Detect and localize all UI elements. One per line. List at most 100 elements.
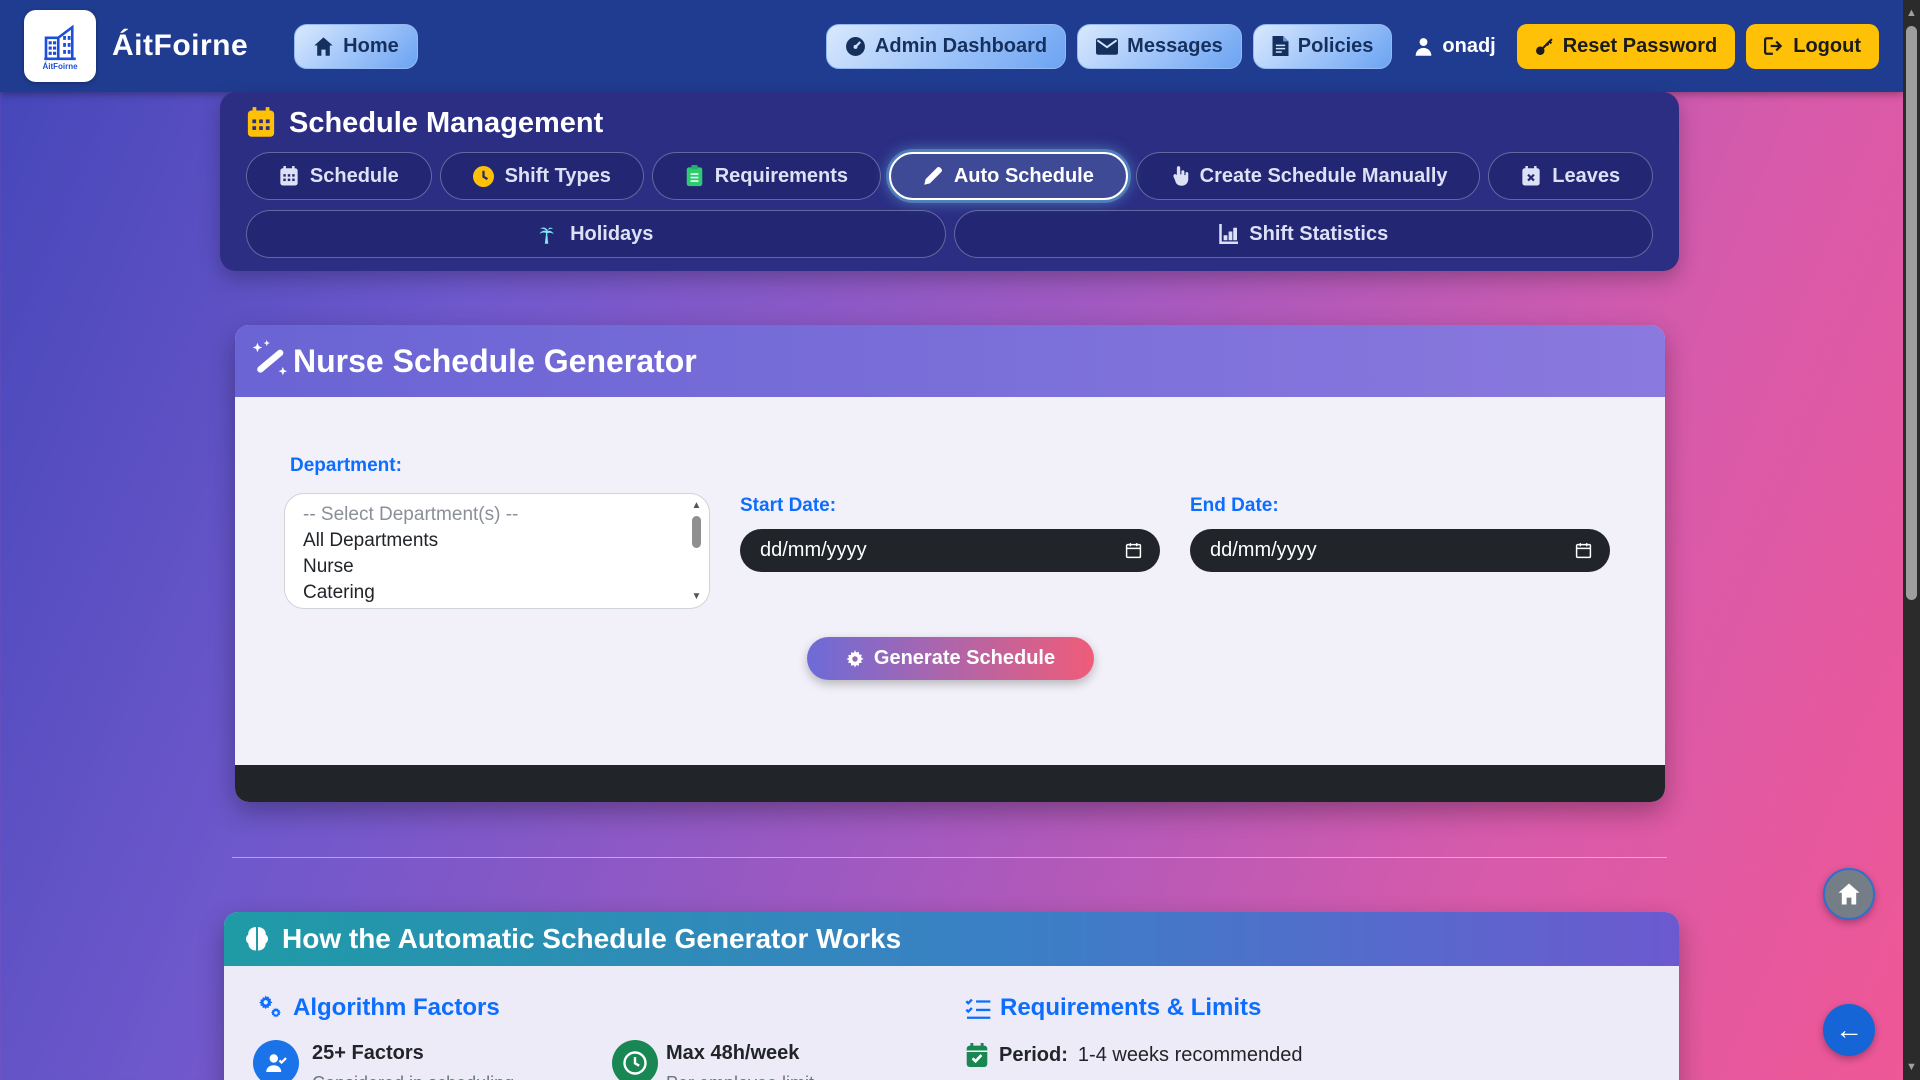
admin-dashboard-button[interactable]: Admin Dashboard bbox=[825, 23, 1067, 69]
start-date-label: Start Date: bbox=[740, 495, 837, 516]
bar-chart-icon bbox=[1218, 224, 1239, 244]
schedule-management-panel: Schedule Management Schedule Shift Types… bbox=[220, 92, 1679, 271]
home-button[interactable]: Home bbox=[294, 23, 418, 69]
tab-auto-schedule[interactable]: Auto Schedule bbox=[888, 152, 1128, 200]
tab-schedule[interactable]: Schedule bbox=[246, 152, 432, 200]
calendar-x-icon bbox=[1521, 165, 1541, 187]
scroll-home-button[interactable] bbox=[1823, 868, 1875, 920]
tab-label: Shift Statistics bbox=[1249, 222, 1389, 245]
clock-icon bbox=[612, 1040, 658, 1080]
logout-icon bbox=[1764, 37, 1784, 55]
department-option[interactable]: Nurse bbox=[303, 556, 354, 577]
document-icon bbox=[1272, 36, 1289, 56]
gears-icon bbox=[256, 994, 284, 1022]
back-button[interactable]: ← bbox=[1823, 1004, 1875, 1056]
person-icon bbox=[1413, 36, 1434, 57]
generate-schedule-label: Generate Schedule bbox=[873, 647, 1056, 669]
scroll-down-icon[interactable]: ▼ bbox=[691, 591, 702, 602]
tab-create-schedule-manually[interactable]: Create Schedule Manually bbox=[1135, 152, 1481, 200]
tab-label: Auto Schedule bbox=[953, 164, 1094, 187]
department-label: Department: bbox=[290, 455, 402, 476]
date-placeholder: dd/mm/yyyy bbox=[1210, 539, 1317, 561]
calendar-check-icon bbox=[965, 1043, 989, 1068]
scroll-down-icon[interactable]: ▼ bbox=[1906, 1061, 1917, 1073]
department-select[interactable]: -- Select Department(s) -- All Departmen… bbox=[284, 493, 710, 609]
department-option[interactable]: -- Select Department(s) -- bbox=[303, 504, 519, 525]
generate-schedule-button[interactable]: Generate Schedule bbox=[807, 637, 1094, 680]
tab-shift-types[interactable]: Shift Types bbox=[439, 152, 644, 200]
tab-leaves[interactable]: Leaves bbox=[1488, 152, 1654, 200]
tab-label: Requirements bbox=[714, 164, 849, 187]
logout-label: Logout bbox=[1793, 34, 1861, 57]
factor-title: Max 48h/week bbox=[666, 1042, 800, 1064]
end-date-label: End Date: bbox=[1190, 495, 1279, 516]
app-logo[interactable]: ÁitFoirne bbox=[24, 10, 96, 82]
requirement-value: 1-4 weeks recommended bbox=[1077, 1044, 1303, 1066]
listbox-scrollbar[interactable]: ▲ ▼ bbox=[689, 500, 704, 602]
department-option[interactable]: All Departments bbox=[303, 530, 439, 551]
checklist-icon bbox=[965, 996, 991, 1020]
how-it-works-card: How the Automatic Schedule Generator Wor… bbox=[224, 912, 1679, 1080]
building-icon bbox=[39, 22, 81, 64]
calendar-icon bbox=[279, 165, 299, 187]
algorithm-factors-label: Algorithm Factors bbox=[293, 994, 500, 1021]
reset-password-label: Reset Password bbox=[1562, 34, 1718, 57]
department-option[interactable]: Catering bbox=[303, 582, 375, 603]
calendar-icon bbox=[246, 107, 276, 139]
brand-title: ÁitFoirne bbox=[112, 29, 249, 62]
magic-wand-icon bbox=[249, 339, 293, 383]
username: onadj bbox=[1442, 34, 1496, 57]
generator-title: Nurse Schedule Generator bbox=[293, 342, 697, 379]
gauge-icon bbox=[845, 36, 866, 57]
tab-label: Leaves bbox=[1552, 164, 1621, 187]
section-divider bbox=[232, 857, 1667, 858]
tab-label: Schedule bbox=[309, 164, 399, 187]
home-label: Home bbox=[343, 34, 399, 57]
pen-icon bbox=[923, 166, 943, 186]
messages-label: Messages bbox=[1127, 34, 1223, 57]
person-check-icon bbox=[253, 1040, 299, 1080]
factor-subtitle: Per employee limit bbox=[666, 1073, 814, 1080]
hand-pointer-icon bbox=[1169, 166, 1189, 186]
tab-shift-statistics[interactable]: Shift Statistics bbox=[953, 210, 1653, 258]
navbar: ÁitFoirne ÁitFoirne Home Admin Dashboard… bbox=[0, 0, 1903, 92]
logo-caption: ÁitFoirne bbox=[42, 61, 78, 71]
scrollbar-thumb[interactable] bbox=[1906, 26, 1917, 600]
schedule-management-title: Schedule Management bbox=[289, 106, 604, 139]
user-menu[interactable]: onadj bbox=[1413, 34, 1496, 58]
tab-label: Shift Types bbox=[504, 164, 611, 187]
calendar-icon[interactable] bbox=[1575, 542, 1592, 559]
tab-holidays[interactable]: Holidays bbox=[246, 210, 946, 258]
scroll-up-icon[interactable]: ▲ bbox=[691, 500, 702, 511]
calendar-icon[interactable] bbox=[1125, 542, 1142, 559]
factor-title: 25+ Factors bbox=[312, 1042, 424, 1064]
algorithm-factors-heading: Algorithm Factors bbox=[256, 994, 500, 1022]
how-it-works-title: How the Automatic Schedule Generator Wor… bbox=[282, 923, 902, 954]
palm-tree-icon bbox=[538, 224, 559, 245]
home-icon bbox=[313, 36, 334, 57]
logout-button[interactable]: Logout bbox=[1746, 23, 1879, 69]
page-scrollbar[interactable]: ▲ ▼ bbox=[1903, 0, 1920, 1080]
end-date-input[interactable]: dd/mm/yyyy bbox=[1190, 529, 1610, 572]
policies-label: Policies bbox=[1297, 34, 1374, 57]
start-date-input[interactable]: dd/mm/yyyy bbox=[740, 529, 1160, 572]
nurse-schedule-generator-card: Nurse Schedule Generator Department: -- … bbox=[235, 325, 1665, 802]
back-arrow-icon: ← bbox=[1835, 1014, 1863, 1045]
card-footer bbox=[235, 765, 1665, 802]
tab-label: Create Schedule Manually bbox=[1199, 164, 1448, 187]
messages-button[interactable]: Messages bbox=[1077, 23, 1242, 69]
scroll-up-icon[interactable]: ▲ bbox=[1906, 7, 1917, 19]
admin-dashboard-label: Admin Dashboard bbox=[874, 34, 1048, 57]
brain-icon bbox=[242, 924, 272, 954]
requirements-limits-label: Requirements & Limits bbox=[1000, 994, 1262, 1021]
policies-button[interactable]: Policies bbox=[1252, 23, 1393, 69]
scrollbar-thumb[interactable] bbox=[692, 516, 701, 548]
generator-header: Nurse Schedule Generator bbox=[235, 325, 1665, 397]
tab-requirements[interactable]: Requirements bbox=[651, 152, 881, 200]
how-it-works-header: How the Automatic Schedule Generator Wor… bbox=[224, 912, 1679, 966]
clipboard-icon bbox=[685, 165, 704, 187]
requirements-limits-heading: Requirements & Limits bbox=[965, 994, 1261, 1022]
reset-password-button[interactable]: Reset Password bbox=[1516, 23, 1736, 69]
requirement-label: Period: bbox=[999, 1044, 1068, 1066]
clock-icon bbox=[472, 165, 494, 187]
